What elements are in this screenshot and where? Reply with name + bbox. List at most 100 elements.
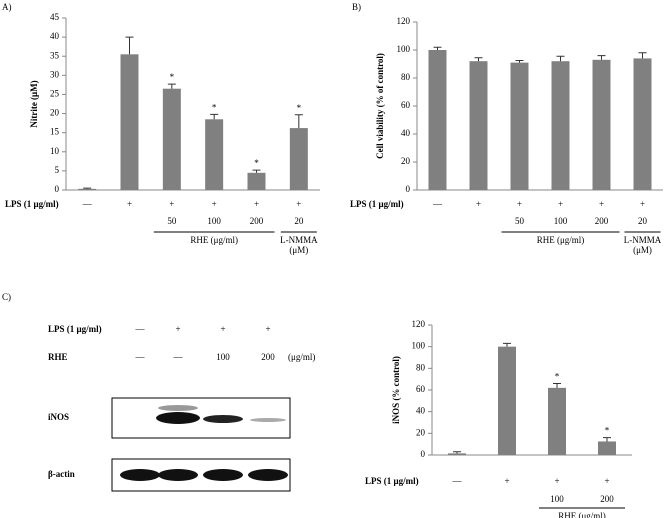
group-label: (μM)	[289, 245, 308, 255]
bar	[592, 59, 611, 190]
x-tick-label: +	[504, 476, 509, 486]
blot-lane-label: 100	[216, 352, 230, 362]
panel-label: B)	[352, 2, 361, 12]
y-tick-label: 10	[50, 146, 60, 156]
band	[250, 418, 286, 422]
x-tick-label: +	[169, 199, 174, 209]
x-tick-label: +	[296, 199, 301, 209]
bar	[548, 387, 566, 455]
y-tick-label: 0	[55, 184, 60, 194]
y-axis-title: Nitrite (μM)	[29, 80, 39, 127]
error-bar	[453, 451, 461, 454]
dose-label: 200	[250, 216, 264, 226]
group-label: L-NMMA	[624, 235, 662, 245]
error-bar	[597, 55, 606, 60]
band	[120, 469, 160, 481]
band	[203, 469, 243, 481]
bar	[428, 50, 447, 190]
x-tick-label: +	[558, 199, 563, 209]
y-axis-title: iNOS (% control)	[391, 356, 401, 424]
error-bar	[252, 169, 261, 173]
y-tick-label: 20	[50, 108, 60, 118]
significance: *	[297, 103, 302, 113]
error-bar	[503, 342, 511, 347]
panel-label: A)	[2, 2, 12, 12]
bar	[120, 54, 139, 190]
y-tick-label: 80	[401, 72, 411, 82]
bar	[551, 61, 570, 191]
bar	[498, 346, 516, 455]
blot-lane-label: —	[135, 324, 146, 334]
x-axis-title: LPS (1 μg/ml)	[365, 476, 419, 486]
blot-lane-label: —	[135, 352, 146, 362]
y-tick-label: 25	[50, 89, 60, 99]
y-tick-label: 40	[401, 128, 411, 138]
group-label: (μM)	[633, 245, 652, 255]
dose-label: 200	[600, 494, 614, 504]
x-tick-label: +	[476, 199, 481, 209]
x-tick-label: +	[599, 199, 604, 209]
bar	[78, 188, 97, 190]
y-tick-label: 40	[50, 31, 60, 41]
blot-lane-label: +	[175, 324, 180, 334]
bar	[469, 61, 488, 191]
x-tick-label: +	[604, 476, 609, 486]
dose-label: 50	[167, 216, 177, 226]
band	[203, 415, 243, 423]
blot-lane-label: +	[265, 324, 270, 334]
dose-label: 100	[554, 216, 568, 226]
error-bar	[638, 52, 647, 59]
y-tick-label: 60	[401, 100, 411, 110]
dose-label: 100	[550, 494, 564, 504]
significance: *	[254, 158, 259, 168]
x-tick-label: —	[432, 199, 443, 209]
blot-row-label: RHE	[48, 352, 68, 362]
error-bar	[294, 114, 303, 129]
dose-label: 50	[515, 216, 525, 226]
y-tick-label: 100	[397, 44, 411, 54]
significance: *	[555, 372, 560, 382]
blot-row-label: LPS (1 μg/ml)	[48, 324, 102, 334]
blot-lane-label: 200	[261, 352, 275, 362]
x-tick-label: +	[517, 199, 522, 209]
blot-frame	[111, 397, 291, 439]
x-tick-label: +	[640, 199, 645, 209]
x-tick-label: +	[554, 476, 559, 486]
band	[158, 405, 198, 411]
bar	[598, 441, 616, 455]
x-tick-label: +	[127, 199, 132, 209]
blot-band-label: β-actin	[48, 469, 75, 479]
x-tick-label: —	[452, 476, 463, 486]
dose-label: 20	[638, 216, 648, 226]
panel-label: C)	[2, 292, 11, 302]
y-tick-label: 5	[55, 165, 60, 175]
dose-label: 100	[207, 216, 221, 226]
x-tick-label: +	[212, 199, 217, 209]
blot-band-label: iNOS	[48, 412, 69, 422]
x-axis-title: LPS (1 μg/ml)	[5, 199, 59, 209]
blot-lane-label: —	[173, 352, 184, 362]
y-tick-label: 35	[50, 50, 60, 60]
group-label: L-NMMA	[280, 235, 318, 245]
y-axis-title: Cell viability (% of control)	[375, 53, 385, 159]
significance: *	[170, 72, 175, 82]
y-tick-label: 15	[50, 127, 60, 137]
y-tick-label: 80	[416, 362, 426, 372]
y-tick-label: 0	[421, 449, 426, 459]
significance: *	[605, 426, 610, 436]
y-tick-label: 20	[401, 156, 411, 166]
error-bar	[83, 187, 92, 189]
group-label: RHE (μg/ml)	[558, 511, 606, 518]
bar	[205, 119, 224, 190]
band	[156, 412, 200, 424]
y-tick-label: 20	[416, 427, 426, 437]
x-axis-title: LPS (1 μg/ml)	[350, 199, 404, 209]
y-tick-label: 30	[50, 69, 60, 79]
error-bar	[167, 83, 176, 89]
significance: *	[212, 102, 217, 112]
bar	[633, 58, 652, 191]
x-tick-label: —	[82, 199, 93, 209]
y-tick-label: 40	[416, 406, 426, 416]
error-bar	[553, 383, 561, 388]
